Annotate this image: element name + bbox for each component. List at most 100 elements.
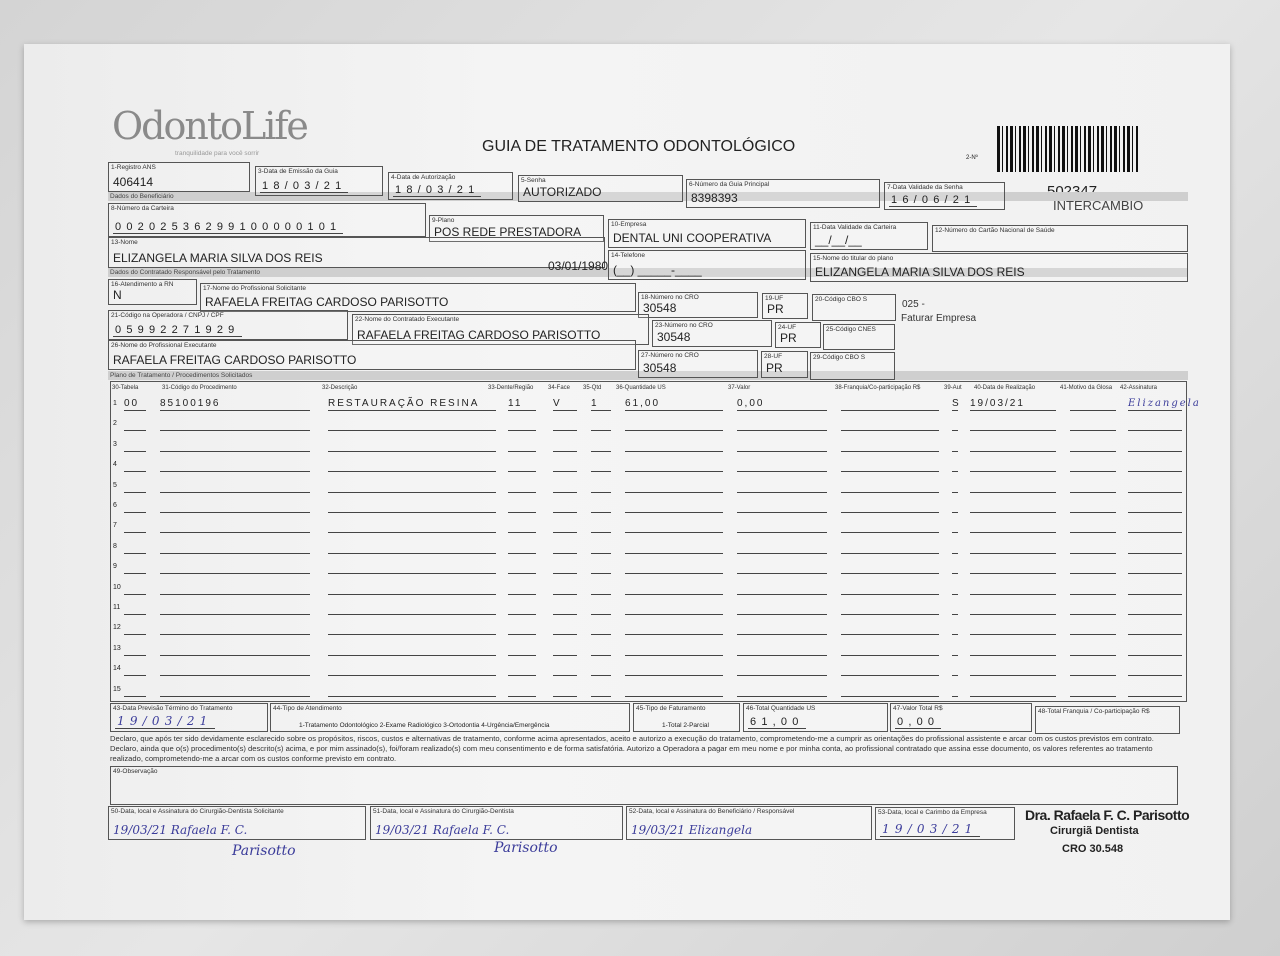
cell-us[interactable] (625, 459, 723, 473)
cell-descricao[interactable] (328, 561, 496, 575)
field-value[interactable]: PR (780, 331, 797, 345)
cell-descricao[interactable] (328, 643, 496, 656)
cell-aut[interactable] (952, 582, 958, 595)
cell-assinatura[interactable] (1128, 459, 1182, 473)
cell-descricao[interactable] (328, 622, 496, 636)
cell-dente[interactable] (508, 643, 536, 656)
field-value[interactable]: 8398393 (691, 191, 738, 205)
cell-aut[interactable]: S (952, 398, 961, 411)
cell-tabela[interactable] (124, 480, 146, 493)
cell-aut[interactable] (952, 541, 958, 554)
cell-aut[interactable] (952, 663, 958, 677)
field-value[interactable]: RAFAELA FREITAG CARDOSO PARISOTTO (205, 295, 449, 309)
cell-aut[interactable] (952, 418, 958, 432)
cell-us[interactable] (625, 541, 723, 554)
cell-glosa[interactable] (1070, 520, 1116, 534)
cell-tabela[interactable] (124, 459, 146, 473)
field-value[interactable]: 1-Tratamento Odontológico 2-Exame Radiol… (299, 722, 550, 729)
field-value[interactable]: 19/03/21 Rafaela F. C. (113, 823, 248, 837)
cell-glosa[interactable] (1070, 398, 1116, 411)
field-value[interactable]: RAFAELA FREITAG CARDOSO PARISOTTO (113, 353, 357, 367)
field-value[interactable]: 05992271929 (113, 324, 242, 337)
cell-valor[interactable]: 0,00 (737, 398, 827, 411)
cell-descricao[interactable] (328, 418, 496, 432)
cell-franquia[interactable] (841, 582, 939, 595)
cell-qtd[interactable] (591, 500, 611, 513)
cell-face[interactable] (553, 561, 577, 575)
cell-qtd[interactable] (591, 418, 611, 432)
cell-assinatura[interactable] (1128, 582, 1182, 595)
cell-valor[interactable] (737, 602, 827, 615)
field-value[interactable]: 1-Total 2-Parcial (662, 722, 709, 729)
cell-glosa[interactable] (1070, 622, 1116, 636)
cell-valor[interactable] (737, 500, 827, 513)
cell-assinatura[interactable]: Elizangela (1128, 398, 1201, 411)
cell-assinatura[interactable] (1128, 622, 1182, 636)
cell-face[interactable] (553, 663, 577, 677)
cell-valor[interactable] (737, 684, 827, 697)
cell-franquia[interactable] (841, 561, 939, 575)
cell-aut[interactable] (952, 439, 958, 452)
cell-codigo[interactable] (160, 480, 310, 493)
cell-dente[interactable] (508, 541, 536, 554)
cell-glosa[interactable] (1070, 500, 1116, 513)
cell-face[interactable] (553, 622, 577, 636)
cell-valor[interactable] (737, 561, 827, 575)
cell-qtd[interactable] (591, 480, 611, 493)
field-value[interactable]: ELIZANGELA MARIA SILVA DOS REIS (113, 251, 323, 265)
cell-qtd[interactable] (591, 684, 611, 697)
cell-face[interactable] (553, 459, 577, 473)
cell-dente[interactable] (508, 480, 536, 493)
cell-aut[interactable] (952, 622, 958, 636)
cell-codigo[interactable] (160, 663, 310, 677)
field-value[interactable]: 61,00 (748, 716, 806, 729)
cell-qtd[interactable] (591, 663, 611, 677)
cell-data[interactable] (970, 480, 1056, 493)
cell-dente[interactable] (508, 561, 536, 575)
cell-face[interactable] (553, 602, 577, 615)
cell-valor[interactable] (737, 541, 827, 554)
cell-aut[interactable] (952, 561, 958, 575)
cell-franquia[interactable] (841, 622, 939, 636)
field-value[interactable]: 19/03/21 (880, 822, 980, 837)
field-value[interactable]: 0,00 (895, 716, 942, 729)
cell-qtd[interactable] (591, 439, 611, 452)
cell-aut[interactable] (952, 459, 958, 473)
cell-franquia[interactable] (841, 398, 939, 411)
cell-dente[interactable] (508, 684, 536, 697)
field-value[interactable]: 19/03/21 Rafaela F. C. (375, 823, 510, 837)
field-value[interactable]: __/__/__ (815, 233, 862, 247)
cell-us[interactable] (625, 520, 723, 534)
cell-dente[interactable] (508, 582, 536, 595)
cell-assinatura[interactable] (1128, 480, 1182, 493)
cell-data[interactable] (970, 684, 1056, 697)
field-value[interactable]: 30548 (657, 330, 691, 344)
cell-glosa[interactable] (1070, 684, 1116, 697)
cell-glosa[interactable] (1070, 582, 1116, 595)
cell-codigo[interactable] (160, 684, 310, 697)
cell-data[interactable] (970, 602, 1056, 615)
cell-dente[interactable] (508, 520, 536, 534)
cell-glosa[interactable] (1070, 439, 1116, 452)
cell-codigo[interactable] (160, 541, 310, 554)
cell-tabela[interactable] (124, 541, 146, 554)
cell-codigo[interactable] (160, 439, 310, 452)
cell-assinatura[interactable] (1128, 663, 1182, 677)
cell-franquia[interactable] (841, 643, 939, 656)
cell-qtd[interactable] (591, 520, 611, 534)
field-value[interactable]: 18/03/21 (393, 184, 482, 197)
cell-dente[interactable] (508, 500, 536, 513)
cell-face[interactable] (553, 439, 577, 452)
cell-us[interactable] (625, 561, 723, 575)
cell-tabela[interactable]: 00 (124, 398, 146, 411)
cell-dente[interactable] (508, 663, 536, 677)
cell-us[interactable] (625, 622, 723, 636)
cell-codigo[interactable] (160, 643, 310, 656)
cell-assinatura[interactable] (1128, 541, 1182, 554)
field-value[interactable]: PR (766, 361, 783, 375)
cell-codigo[interactable] (160, 602, 310, 615)
cell-valor[interactable] (737, 582, 827, 595)
cell-codigo[interactable] (160, 582, 310, 595)
cell-tabela[interactable] (124, 418, 146, 432)
cell-franquia[interactable] (841, 439, 939, 452)
